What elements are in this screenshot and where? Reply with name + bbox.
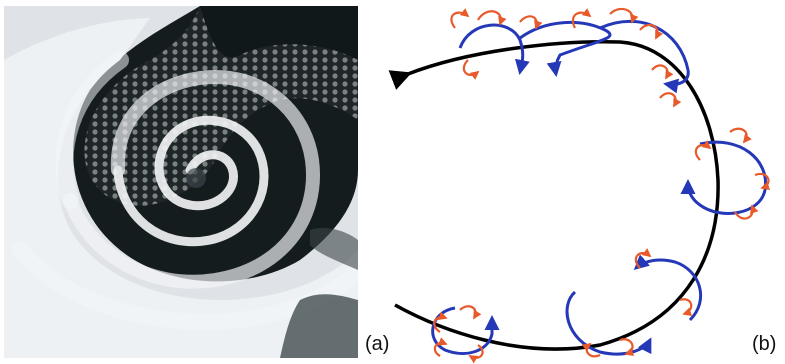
red-eddy-13 xyxy=(694,140,712,161)
red-eddy-4 xyxy=(519,15,543,30)
satellite-image xyxy=(4,6,358,358)
blue-eddy-2 xyxy=(519,20,612,77)
blue-eddy-4 xyxy=(680,140,768,215)
red-eddy-1 xyxy=(450,8,470,29)
blue-eddy-1 xyxy=(458,23,530,75)
blue-eddy-3 xyxy=(599,19,690,94)
panel-a-label: (a) xyxy=(365,333,389,355)
vortex-diagram xyxy=(388,7,771,364)
red-eddy-8 xyxy=(651,64,674,80)
red-eddy-14 xyxy=(634,248,652,269)
red-eddy-6 xyxy=(609,7,639,24)
red-eddy-3 xyxy=(462,59,480,80)
blue-eddy-5 xyxy=(633,254,703,322)
red-eddy-12 xyxy=(734,204,759,220)
red-eddy-16 xyxy=(581,342,601,358)
red-eddy-11 xyxy=(754,172,771,190)
blue-eddy-6 xyxy=(565,290,652,356)
red-eddy-18 xyxy=(433,311,448,333)
red-eddy-15 xyxy=(679,298,693,316)
red-eddy-20 xyxy=(433,337,448,357)
red-eddy-10 xyxy=(729,127,752,144)
red-eddy-21 xyxy=(468,344,484,364)
red-eddy-2 xyxy=(477,10,507,26)
red-eddy-7 xyxy=(639,23,664,40)
blue-eddy-7 xyxy=(431,306,500,355)
red-eddy-9 xyxy=(659,92,682,108)
red-eddy-5 xyxy=(571,8,592,29)
red-eddy-19 xyxy=(459,305,482,320)
main-flow-arrow xyxy=(388,40,720,351)
red-eddy-17 xyxy=(619,338,635,356)
panel-b-label: (b) xyxy=(752,333,776,355)
